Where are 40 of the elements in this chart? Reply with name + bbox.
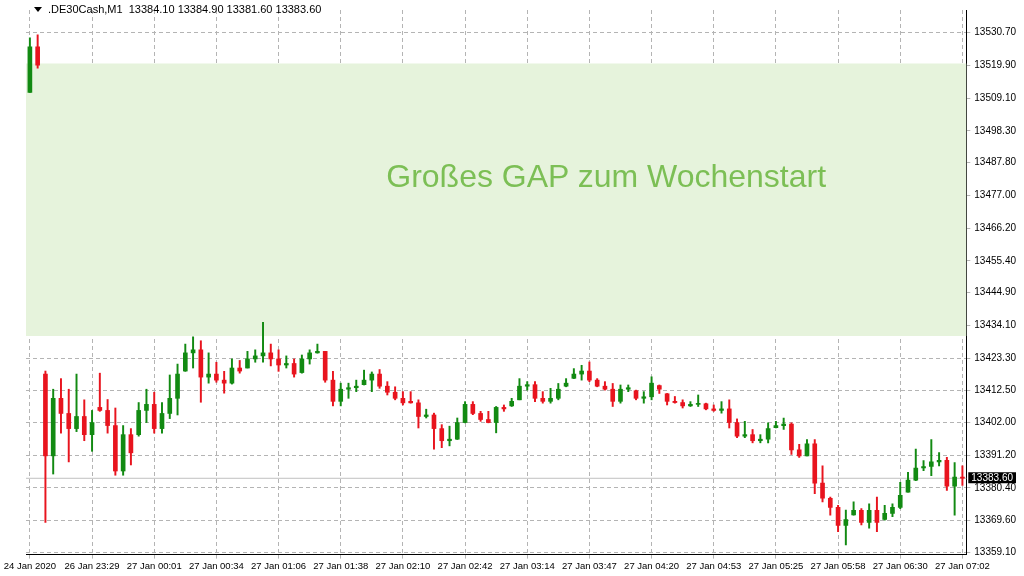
y-tick-label: 13391.20: [974, 449, 1017, 460]
y-tick-label: 13519.90: [974, 59, 1017, 71]
y-tick-label: 13498.30: [974, 124, 1017, 136]
chart-title: .DE30Cash,M1 13384.10 13384.90 13381.60 13383.60: [48, 3, 322, 15]
x-tick-label: 27 Jan 03:47: [561, 559, 617, 571]
y-tick-label: 13359.10: [974, 546, 1017, 558]
y-tick-label: 13434.10: [974, 319, 1017, 331]
ref-line-label: 13383.60: [971, 472, 1014, 484]
x-tick-label: 27 Jan 00:34: [188, 559, 244, 571]
x-tick-label: 26 Jan 23:29: [64, 559, 120, 571]
x-tick-label: 27 Jan 01:38: [313, 559, 369, 571]
y-tick-label: 13369.60: [974, 514, 1017, 526]
candlestick: [742, 421, 748, 439]
y-tick-label: 13423.30: [974, 351, 1017, 363]
y-tick-label: 13412.50: [974, 384, 1017, 396]
y-tick-label: 13509.10: [974, 91, 1017, 103]
x-tick-label: 27 Jan 04:53: [686, 559, 742, 571]
annotation: Großes GAP zum Wochenstart: [386, 157, 827, 194]
y-tick-label: 13402.00: [974, 416, 1017, 428]
candlestick: [447, 425, 452, 447]
x-tick-label: 27 Jan 02:10: [375, 559, 431, 571]
y-tick-label: 13487.80: [974, 156, 1017, 168]
x-tick-label: 27 Jan 07:02: [934, 559, 990, 571]
x-tick-label: 27 Jan 02:42: [437, 559, 493, 571]
x-tick-label: 27 Jan 03:14: [499, 559, 555, 571]
y-tick-label: 13477.00: [974, 189, 1017, 201]
y-tick-label: 13530.70: [974, 26, 1017, 38]
x-tick-label: 27 Jan 05:25: [748, 559, 804, 571]
x-tick-label: 27 Jan 00:01: [126, 559, 182, 571]
y-tick-label: 13444.90: [974, 286, 1017, 298]
x-tick-label: 24 Jan 2020: [3, 559, 57, 571]
x-tick-label: 27 Jan 01:06: [251, 559, 307, 571]
x-tick-label: 27 Jan 05:58: [810, 559, 866, 571]
candlestick: [960, 465, 965, 486]
x-tick-label: 27 Jan 04:20: [624, 559, 680, 571]
x-tick-label: 27 Jan 06:30: [872, 559, 928, 571]
y-tick-label: 13455.40: [974, 254, 1017, 266]
y-tick-label: 13380.40: [974, 481, 1017, 493]
candlestick: [97, 372, 103, 412]
y-tick-label: 13466.20: [974, 221, 1017, 233]
